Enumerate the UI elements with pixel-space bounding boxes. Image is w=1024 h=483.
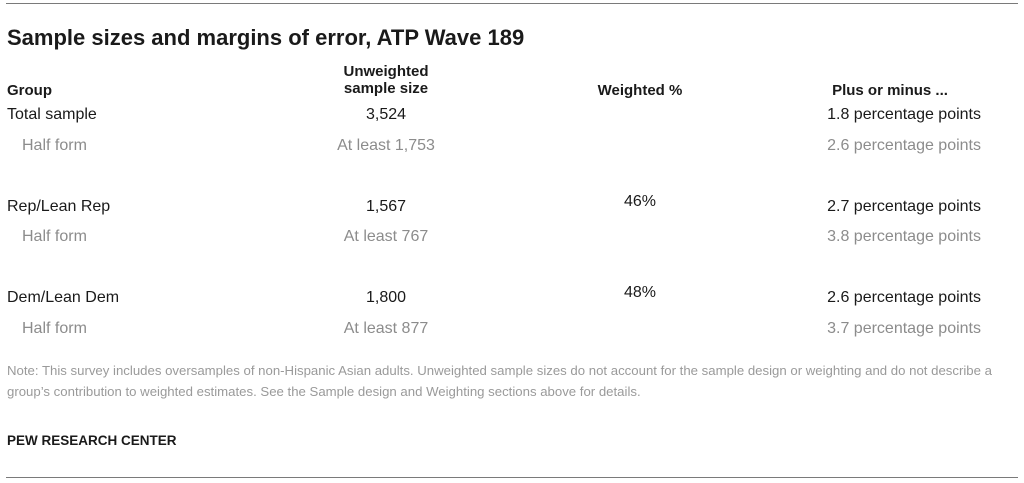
top-rule: [6, 3, 1018, 4]
row-margin-of-error: 1.8 percentage points: [827, 106, 981, 123]
header-unweighted-line1: Unweighted: [343, 63, 429, 80]
row-group: Dem/Lean Dem: [7, 289, 120, 306]
header-weighted-percent: Weighted %: [597, 82, 683, 99]
row-group: Half form: [22, 320, 87, 337]
table-row-rep-lean-rep: Rep/Lean Rep 1,567 46% 2.7 percentage po…: [0, 193, 1024, 220]
row-weighted-percent: 48%: [623, 284, 657, 301]
row-margin-of-error: 2.6 percentage points: [827, 137, 981, 154]
row-weighted-percent: 46%: [623, 193, 657, 210]
row-group: Half form: [22, 228, 87, 245]
row-margin-of-error: 2.7 percentage points: [827, 198, 981, 215]
table-row-dem-half-form: Half form At least 877 3.7 percentage po…: [0, 320, 1024, 342]
table-note: Note: This survey includes oversamples o…: [7, 363, 992, 399]
table-row-total-half-form: Half form At least 1,753 2.6 percentage …: [0, 137, 1024, 159]
row-group: Half form: [22, 137, 87, 154]
row-sample-size: At least 1,753: [337, 137, 435, 154]
header-margin-of-error: Plus or minus ...: [832, 82, 948, 99]
row-sample-size: 3,524: [365, 106, 407, 123]
source-credit: PEW RESEARCH CENTER: [7, 433, 177, 448]
table-row-rep-half-form: Half form At least 767 3.8 percentage po…: [0, 228, 1024, 250]
row-sample-size: 1,567: [365, 198, 407, 215]
header-group: Group: [7, 82, 52, 99]
row-sample-size: 1,800: [365, 289, 407, 306]
table-row-dem-lean-dem: Dem/Lean Dem 1,800 48% 2.6 percentage po…: [0, 284, 1024, 311]
row-margin-of-error: 2.6 percentage points: [827, 289, 981, 306]
row-margin-of-error: 3.7 percentage points: [827, 320, 981, 337]
row-sample-size: At least 877: [343, 320, 429, 337]
row-sample-size: At least 767: [343, 228, 429, 245]
header-unweighted-line2: sample size: [343, 80, 429, 97]
row-margin-of-error: 3.8 percentage points: [827, 228, 981, 245]
row-group: Total sample: [7, 106, 97, 123]
bottom-rule: [6, 477, 1018, 478]
header-unweighted-sample-size: Unweighted sample size: [300, 63, 472, 97]
table-row-total-sample: Total sample 3,524 1.8 percentage points: [0, 106, 1024, 128]
row-group: Rep/Lean Rep: [7, 198, 111, 215]
table-title: Sample sizes and margins of error, ATP W…: [7, 25, 525, 50]
